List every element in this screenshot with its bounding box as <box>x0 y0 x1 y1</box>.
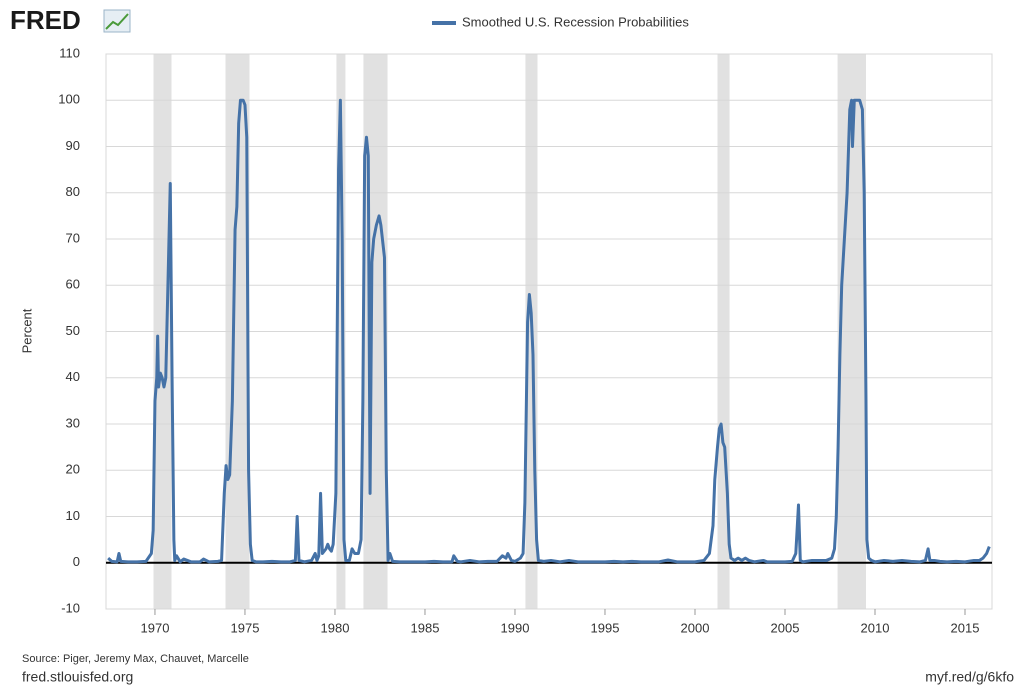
y-tick-label: 100 <box>58 92 80 107</box>
y-tick-label: 20 <box>66 462 80 477</box>
short-url: myf.red/g/6kfo <box>925 669 1014 685</box>
x-tick-label: 2015 <box>951 620 980 635</box>
y-tick-label: 80 <box>66 184 80 199</box>
source: Source: Piger, Jeremy Max, Chauvet, Marc… <box>22 653 249 665</box>
y-tick-label: 40 <box>66 369 80 384</box>
y-tick-label: 50 <box>66 323 80 338</box>
y-tick-label: 10 <box>66 508 80 523</box>
x-tick-label: 2000 <box>681 620 710 635</box>
plot-frame <box>105 53 993 610</box>
logo-icon <box>103 9 131 33</box>
x-tick-label: 2010 <box>861 620 890 635</box>
x-tick-label: 1990 <box>501 620 530 635</box>
site: fred.stlouisfed.org <box>22 669 133 685</box>
x-tick-label: 1975 <box>231 620 260 635</box>
x-tick-label: 2005 <box>771 620 800 635</box>
y-tick-label: 110 <box>59 45 80 60</box>
y-tick-label: 70 <box>66 230 80 245</box>
y-tick-label: 60 <box>66 277 80 292</box>
logo: FRED <box>10 5 81 35</box>
x-tick-label: 1995 <box>591 620 620 635</box>
x-tick-label: 1985 <box>411 620 440 635</box>
y-tick-label: 30 <box>66 415 80 430</box>
y-axis-label: Percent <box>19 308 34 353</box>
data-line <box>107 98 991 564</box>
y-tick-label: 0 <box>73 554 80 569</box>
x-tick-label: 1980 <box>321 620 350 635</box>
y-tick-label: 90 <box>66 138 80 153</box>
y-tick-label: -10 <box>61 600 80 615</box>
legend-label: Smoothed U.S. Recession Probabilities <box>462 14 689 29</box>
x-tick-label: 1970 <box>141 620 170 635</box>
